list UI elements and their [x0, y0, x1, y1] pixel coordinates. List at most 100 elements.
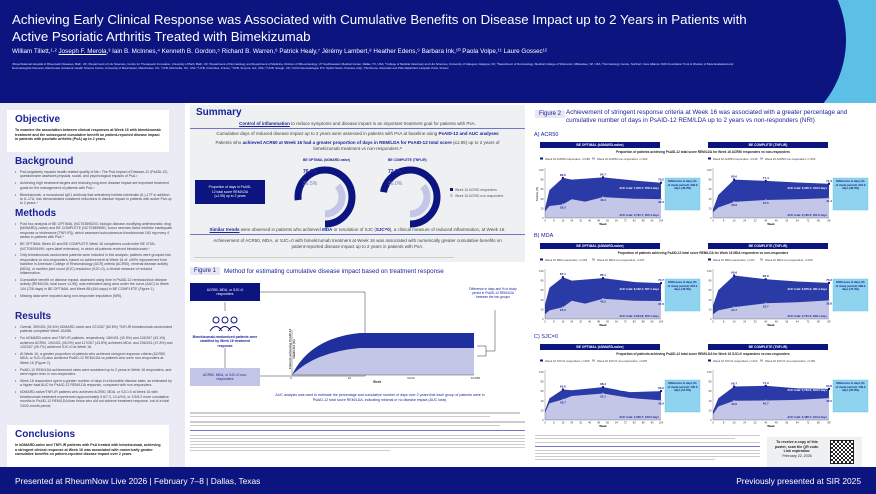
legend-marker — [540, 157, 543, 160]
nonresponder-value-label: 38.8 — [826, 301, 832, 305]
x-tick-label: 32 — [754, 219, 757, 223]
x-tick-label: 64 — [796, 219, 799, 223]
nonresponder-point — [561, 398, 564, 401]
figure-2-title: Achievement of stringent response criter… — [566, 109, 848, 124]
bullet-item: Only bimekizumab-randomized patients wer… — [15, 253, 173, 275]
legend-responders: Week 16 ACR50 responders, n=115 — [713, 157, 758, 161]
qr-panel: To receive a copy of this poster, scan t… — [767, 437, 862, 467]
legend-nonresponders: Week 16 ACR50 non-responders — [450, 194, 503, 198]
x-tick-label: 64 — [615, 421, 618, 425]
bullet-item: Bimekizumab, a monoclonal IgG1 antibody … — [15, 193, 173, 206]
results-heading: Results — [15, 311, 52, 322]
auc-responders: AUC total: 6,335.7; 443.5 days — [787, 186, 827, 190]
responder-value-label: 69.7 — [731, 382, 737, 386]
legend-nonresponders: Week 16 SJC=0 non-responders, n=225 — [597, 359, 647, 363]
bullet-item: At Week 16, a greater proportion of pati… — [15, 352, 173, 365]
legend-label: Week 16 ACR50 non-responders — [455, 194, 504, 198]
difference-text: Difference in days (% of study period): … — [835, 180, 866, 191]
affiliations: ¹Royal National Hospital of Rheumatic Di… — [12, 62, 734, 71]
auc-nonresponders: AUC total: 2,701.5; 189.1 days — [787, 314, 827, 318]
x-axis-label: Week — [767, 424, 775, 428]
responder-point — [561, 388, 564, 391]
chart-2: Week 16 MDA responders, n=194 Week 16 MDA… — [539, 258, 701, 327]
nonresponder-value-label: 24.7 — [731, 308, 737, 312]
text: ), a clinical measure of reduced inflamm… — [389, 227, 506, 232]
y-tick-label: 0 — [542, 317, 544, 321]
x-tick-label: 24 — [743, 219, 746, 223]
legend-marker — [760, 359, 763, 362]
difference-text: Difference in days (% of study period): … — [667, 281, 698, 292]
link-expiration-date: February 22, 2026 — [782, 453, 812, 458]
nonresponder-arc — [389, 176, 431, 218]
difference-text-wrap: Difference in days (% of study period): … — [667, 281, 698, 292]
x-tick-label: 96 — [651, 320, 654, 324]
y-tick-label: 0 — [542, 418, 544, 422]
nonresponder-value-label: 40.0 — [731, 402, 737, 406]
study-header: BE OPTIMAL (bDMARD-naïve) — [540, 344, 660, 350]
summary-line-4: Similar trends were observed in patients… — [190, 227, 525, 235]
x-tick-label: 88 — [828, 320, 831, 324]
study-header: BE COMPLETE (TNFi-IR) — [708, 243, 828, 249]
responder-value: 76.7% — [303, 169, 318, 175]
methods-section: Methods Post hoc analysis of BE OPTIMAL … — [15, 208, 173, 301]
qr-code[interactable] — [830, 440, 854, 464]
x-tick-label: 24 — [743, 320, 746, 324]
text: (≤1.95) up to 2 years of bimekizumab tre… — [313, 140, 500, 151]
study-header: BE OPTIMAL (bDMARD-naïve) — [540, 142, 660, 148]
x-tick-label: 16 — [733, 421, 736, 425]
y-tick-label: 0 — [710, 418, 712, 422]
y-tick-label: 20 — [709, 408, 712, 412]
nonresponder-value-label: 24.5 — [560, 308, 566, 312]
y-tick-label: 100 — [539, 269, 544, 273]
auc-responders: AUC total: 6,876.9; 481.4 days — [787, 287, 827, 291]
tick: 104/88 — [470, 376, 480, 380]
x-tick-label: 80 — [633, 421, 636, 425]
responder-point — [828, 281, 830, 284]
summary-heading: Summary — [196, 107, 242, 118]
y-tick-label: 40 — [541, 197, 544, 201]
y-tick-label: 20 — [709, 206, 712, 210]
x-tick-label: 72 — [806, 219, 809, 223]
x-tick-label: 56 — [606, 320, 609, 324]
y-tick-label: 20 — [709, 307, 712, 311]
nonresponder-point — [828, 299, 830, 302]
x-axis-label: Week — [599, 424, 607, 428]
nonresponder-point — [764, 302, 767, 305]
legend-nonresponders: Week 16 ACR50 non-responders, n=242 — [597, 157, 648, 161]
y-tick-label: 60 — [709, 187, 712, 191]
x-tick-label: 80 — [817, 421, 820, 425]
qr-instructions: To receive a copy of this poster, scan t… — [774, 440, 820, 449]
responder-value-label: 68.4 — [600, 382, 606, 386]
y-tick-label: 100 — [539, 168, 544, 172]
responder-value-label: 77.4 — [763, 176, 769, 180]
x-tick-label: 32 — [754, 421, 757, 425]
background-heading: Background — [15, 156, 74, 167]
poster-title: Achieving Early Clinical Response was As… — [12, 12, 747, 44]
x-tick-label: 48 — [775, 219, 778, 223]
nonresponder-point — [733, 399, 735, 402]
x-tick-label: 64 — [796, 320, 799, 324]
section-label: B) MDA — [534, 233, 554, 239]
authors: William Tillett,¹·² — [12, 48, 59, 55]
legend-nonresponders: Week 16 SJC=0 non-responders, n=145 — [765, 359, 815, 363]
presentation-info: Presented at RheumNow Live 2026 | Februa… — [15, 476, 261, 486]
study-header: BE COMPLETE (TNFi-IR) — [708, 344, 828, 350]
summary-line-3: Patients who achieved ACR50 at Week 16 h… — [205, 140, 510, 151]
nonresponder-value-label: 43.4 — [600, 198, 606, 202]
difference-text: Difference in days (% of study period): … — [667, 382, 698, 393]
results-section: Results Overall, 399/431 (92.6%) bDMARD-… — [15, 311, 173, 411]
auc-responders: AUC total: 6,413.6; 449.8 days — [619, 388, 659, 392]
difference-text: Difference in days (% of study period): … — [835, 382, 866, 393]
responder-point — [733, 274, 736, 277]
objective-box: Objective To examine the association bet… — [7, 110, 169, 152]
previous-presentation: Previously presented at SIR 2025 — [736, 476, 861, 486]
left-column: Objective To examine the association bet… — [0, 103, 185, 467]
legend-marker — [708, 359, 711, 362]
responder-value-label: 84.7 — [600, 172, 606, 176]
figure-2: Figure 2 Achievement of stringent respon… — [530, 105, 876, 467]
x-tick-label: 104 — [659, 219, 664, 223]
responder-point — [602, 176, 604, 179]
y-tick-label: 60 — [709, 288, 712, 292]
x-tick-label: 0 — [712, 421, 714, 425]
panel-subtitle: Proportion of patients achieving PsAID-1… — [617, 251, 789, 255]
